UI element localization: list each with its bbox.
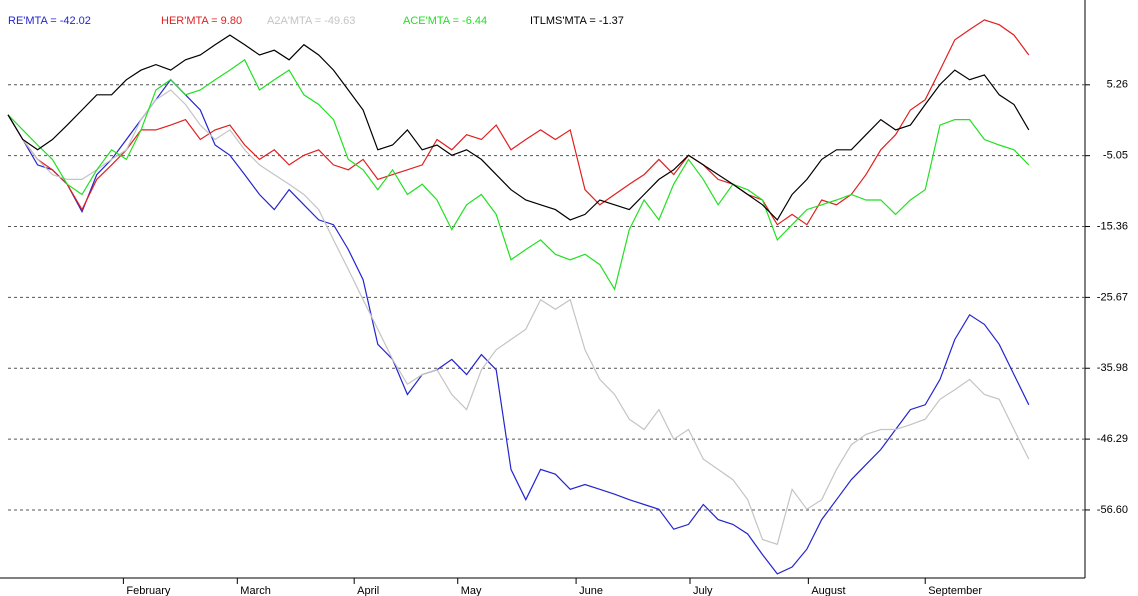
legend-entry: ACE'MTA = -6.44 bbox=[403, 15, 487, 27]
series-line bbox=[7, 89, 1030, 546]
y-tick-label: -56.60 bbox=[1097, 504, 1128, 516]
x-tick-label: August bbox=[811, 585, 845, 596]
x-tick-label: June bbox=[579, 585, 603, 596]
legend-entry: ITLMS'MTA = -1.37 bbox=[530, 15, 624, 27]
legend-entry: HER'MTA = 9.80 bbox=[161, 15, 242, 27]
y-tick-label: -46.29 bbox=[1097, 433, 1128, 445]
y-tick-label: -35.98 bbox=[1097, 362, 1128, 374]
y-tick-label: -5.05 bbox=[1103, 150, 1128, 162]
series-line bbox=[7, 58, 1030, 291]
y-tick-label: 5.26 bbox=[1107, 79, 1128, 91]
series-line bbox=[7, 34, 1030, 221]
series-line bbox=[7, 19, 1030, 226]
x-tick-label: February bbox=[126, 585, 171, 596]
x-tick-label: April bbox=[357, 585, 379, 596]
x-tick-label: May bbox=[461, 585, 482, 596]
y-tick-label: -25.67 bbox=[1097, 291, 1128, 303]
x-tick-label: September bbox=[928, 585, 982, 596]
legend-entry: A2A'MTA = -49.63 bbox=[267, 15, 355, 27]
x-tick-label: July bbox=[693, 585, 713, 596]
y-tick-label: -15.36 bbox=[1097, 220, 1128, 232]
legend-entry: RE'MTA = -42.02 bbox=[8, 15, 91, 27]
x-tick-label: March bbox=[240, 585, 271, 596]
